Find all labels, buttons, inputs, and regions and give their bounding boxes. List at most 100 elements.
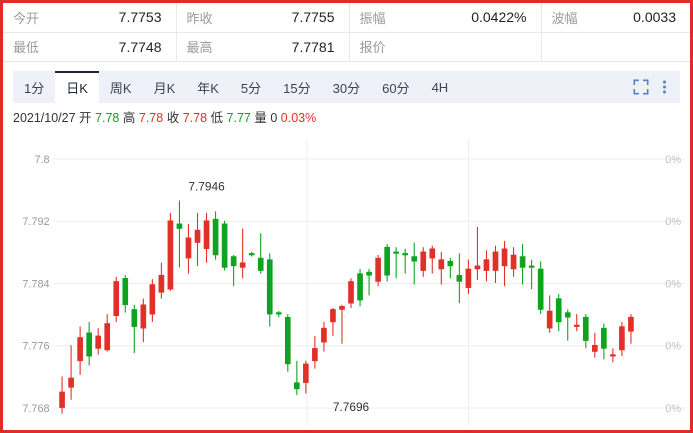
candle-body (113, 281, 120, 316)
tab-30min[interactable]: 30分 (332, 81, 361, 96)
y-axis-tick-label: 7.784 (22, 278, 49, 290)
candle-body (501, 248, 508, 267)
candle-body (528, 265, 535, 268)
candle-body (221, 223, 228, 268)
candle-body (122, 278, 129, 306)
candle-body (140, 304, 147, 329)
ohlc-high-label: 高 (122, 110, 136, 125)
candle-body (384, 246, 390, 276)
candle-body (357, 273, 363, 301)
tab-60min[interactable]: 60分 (382, 81, 410, 96)
candlestick (456, 253, 463, 304)
candle-body (564, 312, 571, 318)
candle-body (131, 309, 138, 327)
ohlc-low-value: 7.77 (226, 110, 251, 125)
tab-4h[interactable]: 4H (431, 80, 449, 95)
tab-5min[interactable]: 5分 (240, 81, 262, 96)
candlestick (158, 262, 165, 299)
candle-body (167, 220, 174, 290)
candlestick-chart[interactable]: 7.8 0% 7.792 0% 7.784 0% 7.776 0% 7.768 0% 7.7946 7… (6, 139, 687, 427)
candle-body (601, 327, 607, 349)
tab-1min[interactable]: 1分 (24, 81, 45, 96)
tab-weekly-k[interactable]: 周K (109, 81, 132, 96)
candle-body (348, 281, 354, 304)
candle-body (212, 218, 219, 256)
ohlc-close-value: 7.78 (182, 110, 208, 125)
tab-yearly-k[interactable]: 年K (197, 81, 219, 96)
candlestick (546, 295, 553, 333)
candle-body (483, 259, 490, 271)
tab-monthly-k[interactable]: 月K (153, 81, 176, 96)
candlestick-chart-svg[interactable]: 7.8 0% 7.792 0% 7.784 0% 7.776 0% 7.768 0% 7.7946 7… (6, 139, 687, 427)
candle-body (582, 316, 589, 341)
quote-summary-table: 今开 7.7753 昨收 7.7755 振幅 0.0422% 波幅 0.0033… (3, 3, 690, 62)
quote-label: 最高 (176, 32, 234, 62)
candlestick (221, 220, 228, 271)
right-axis-tick-label: 0% (665, 154, 681, 166)
candlestick (366, 268, 372, 296)
candlestick (294, 360, 300, 396)
tab-daily-k[interactable]: 日K (55, 70, 99, 103)
candle-body (203, 220, 210, 250)
candlestick (357, 268, 363, 307)
candlestick (348, 278, 354, 308)
more-options-icon[interactable] (662, 79, 667, 95)
candle-body (149, 284, 156, 315)
candlestick (167, 212, 174, 291)
candle-body (411, 256, 418, 262)
y-axis-tick-label: 7.768 (22, 403, 49, 415)
quote-label: 今开 (3, 3, 61, 33)
candlestick (510, 247, 517, 277)
chart-low-annotation: 7.7696 (333, 400, 370, 414)
candle-body (248, 253, 255, 256)
candlestick (411, 242, 418, 285)
candle-body (230, 256, 237, 267)
period-tab-bar: 1分 日K 周K 月K 年K 5分 15分 30分 60分 4H (13, 70, 680, 103)
candle-body (555, 298, 562, 323)
tab-15min[interactable]: 15分 (283, 81, 311, 96)
candlestick (266, 253, 273, 327)
fullscreen-icon[interactable] (633, 79, 649, 95)
candle-body (294, 382, 300, 390)
candle-body (429, 248, 436, 259)
candle-body (86, 332, 92, 357)
candle-body (275, 312, 282, 315)
right-axis-tick-label: 0% (665, 403, 681, 415)
right-axis-tick-label: 0% (665, 278, 681, 290)
candlestick (339, 304, 345, 344)
ohlc-close-label: 收 (166, 110, 180, 125)
candle-body (537, 268, 544, 310)
ohlc-low-label: 低 (210, 110, 224, 125)
y-axis-tick-label: 7.776 (22, 341, 49, 353)
quote-label: 报价 (349, 32, 411, 62)
candle-body (104, 323, 111, 351)
candlestick (402, 248, 409, 274)
candlestick (203, 212, 210, 263)
candle-body (573, 324, 580, 327)
candle-body (68, 377, 74, 388)
candlestick (519, 244, 526, 285)
candlestick (483, 250, 490, 282)
candlestick (312, 335, 318, 369)
candle-body (257, 257, 264, 271)
ohlc-volume-label: 量 (254, 110, 267, 125)
ohlc-open-label: 开 (79, 110, 92, 125)
candlestick (212, 211, 219, 260)
candle-body (492, 251, 499, 271)
candlestick (555, 293, 562, 332)
quote-value: 0.0422% (411, 3, 542, 33)
ohlc-date: 2021/10/27 (13, 110, 76, 125)
ohlc-high-value: 7.78 (138, 110, 164, 125)
candlestick (492, 245, 499, 283)
tabbar-icon-group (633, 71, 680, 103)
candlestick (122, 275, 129, 313)
candlestick (601, 323, 607, 360)
candle-body (303, 363, 309, 383)
candle-body (375, 257, 381, 282)
candlestick (537, 261, 544, 315)
candlestick (465, 259, 472, 294)
candlestick (375, 254, 381, 287)
candle-body (465, 268, 472, 288)
right-axis-tick-label: 0% (665, 341, 681, 353)
